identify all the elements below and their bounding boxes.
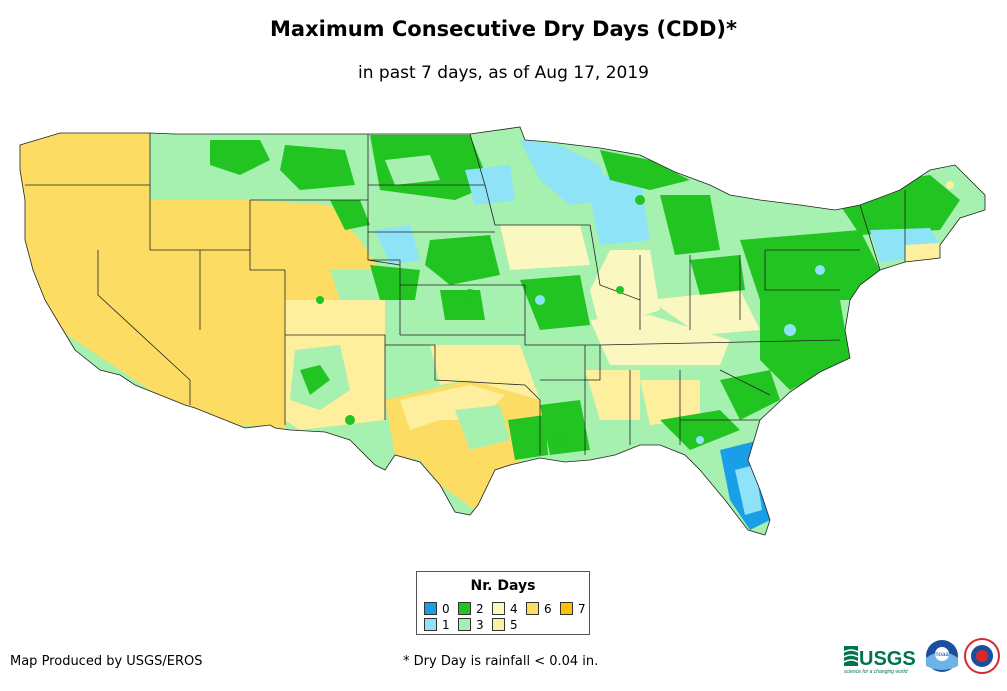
legend-item-4: 4 — [492, 602, 518, 616]
svg-text:USGS: USGS — [859, 648, 916, 670]
svg-text:science for a changing world: science for a changing world — [844, 669, 908, 675]
usgs-logo-icon: USGS science for a changing world — [843, 646, 916, 675]
legend-item-5: 5 — [492, 618, 518, 632]
legend-item-6: 6 — [526, 602, 552, 616]
legend-box: Nr. Days 0 1 2 3 4 5 6 7 — [416, 571, 590, 635]
legend-swatch — [424, 602, 437, 615]
legend-item-7: 7 — [560, 602, 586, 616]
agency-logos: USGS science for a changing world noaa — [843, 638, 1000, 675]
cdd-speckle-layer — [316, 181, 954, 444]
legend-item-0: 0 — [424, 602, 450, 616]
legend-item-1: 1 — [424, 618, 450, 632]
legend-swatch — [458, 618, 471, 631]
noaa-logo-icon: noaa — [926, 640, 958, 672]
state-boundaries — [19, 126, 986, 536]
map-credit: Map Produced by USGS/EROS — [10, 654, 203, 669]
map-subtitle: in past 7 days, as of Aug 17, 2019 — [358, 63, 649, 83]
legend-swatch — [492, 618, 505, 631]
legend-swatch — [560, 602, 573, 615]
legend-item-3: 3 — [458, 618, 484, 632]
legend-title: Nr. Days — [470, 578, 536, 594]
svg-text:noaa: noaa — [935, 652, 949, 658]
nws-logo-icon — [964, 638, 1000, 674]
legend-swatch — [458, 602, 471, 615]
map-title: Maximum Consecutive Dry Days (CDD)* — [270, 17, 737, 41]
legend-swatch — [526, 602, 539, 615]
legend-swatch — [492, 602, 505, 615]
dry-day-footnote: * Dry Day is rainfall < 0.04 in. — [403, 654, 599, 669]
legend-item-2: 2 — [458, 602, 484, 616]
legend-swatch — [424, 618, 437, 631]
